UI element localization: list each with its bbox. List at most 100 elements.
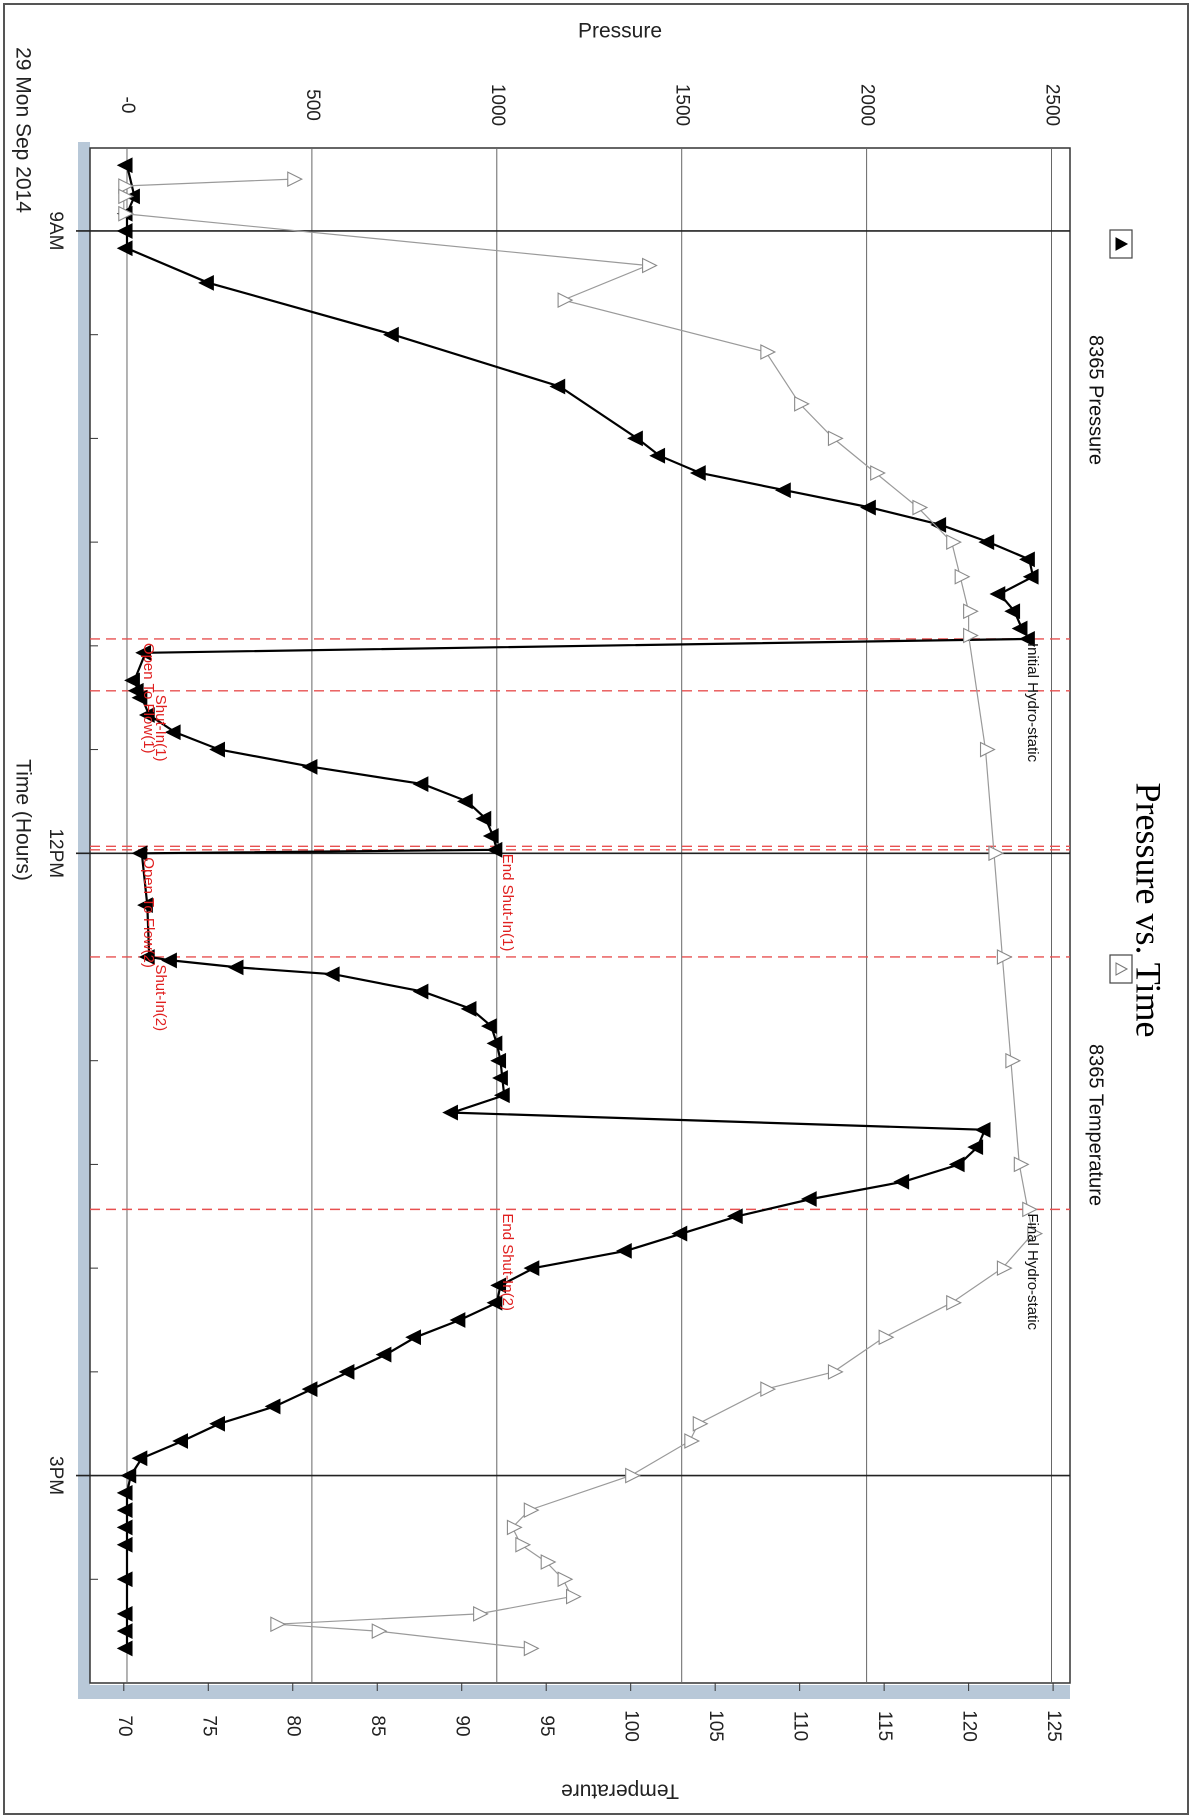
annotation-label: Open To Flow(2) — [140, 857, 157, 968]
pressure-point — [490, 1277, 507, 1294]
temperature-point — [287, 171, 303, 188]
pressure-point — [124, 672, 140, 689]
annotation-label: Shut-In(1) — [152, 695, 169, 762]
pressure-point — [412, 983, 429, 1000]
event-lines — [90, 638, 1070, 1211]
temperature-tick-label: 100 — [621, 1710, 642, 1742]
temperature-point — [557, 292, 574, 309]
pressure-point — [948, 1156, 965, 1173]
pressure-point — [627, 430, 643, 447]
pressure-point — [137, 897, 153, 914]
temperature-point — [566, 1588, 582, 1605]
temperature-tick-label: 125 — [1043, 1710, 1064, 1742]
temperature-point — [870, 465, 886, 481]
pressure-point — [893, 1173, 910, 1190]
temperature-point — [473, 1605, 489, 1622]
temperature-tick-label: 90 — [452, 1715, 473, 1736]
frame-strip-bottom — [78, 1685, 1070, 1699]
time-tick-label: 3PM — [45, 1456, 66, 1495]
pressure-point — [116, 223, 133, 239]
temperature-point — [954, 568, 971, 585]
temperature-point — [371, 1623, 388, 1640]
pressure-point — [967, 1139, 984, 1156]
pressure-point — [198, 274, 214, 291]
pressure-point — [726, 1208, 743, 1225]
pressure-point — [116, 1519, 133, 1536]
pressure-point — [989, 586, 1006, 602]
series-layer — [116, 157, 1044, 1657]
pressure-point — [456, 793, 473, 810]
pressure-point — [1019, 551, 1035, 568]
pressure-point — [301, 758, 318, 775]
pressure-point — [116, 1536, 133, 1553]
pressure-point — [172, 1433, 189, 1449]
pressure-point — [161, 952, 177, 969]
temperature-tick-label: 85 — [367, 1715, 388, 1736]
pressure-point — [481, 1018, 497, 1035]
plot-area — [78, 142, 1071, 1699]
pressure-tick-label: 2500 — [1041, 84, 1062, 126]
temperature-point — [540, 1554, 557, 1570]
pressure-point — [209, 741, 225, 758]
pressure-point — [486, 1294, 503, 1311]
pressure-point — [209, 1415, 225, 1432]
pressure-point — [135, 644, 152, 661]
temperature-point — [946, 534, 962, 551]
pressure-point — [116, 1502, 133, 1519]
pressure-tick-label: 500 — [302, 89, 323, 121]
temperature-tick-label: 80 — [283, 1715, 304, 1736]
pressure-point — [164, 724, 181, 741]
pressure-point — [492, 1070, 508, 1086]
pressure-tick-label: 1500 — [672, 84, 693, 126]
plot-border — [89, 147, 1071, 1684]
pressure-point — [1004, 603, 1021, 620]
temperature-point — [988, 845, 1005, 862]
pressure-point — [138, 707, 155, 723]
temperature-point — [642, 257, 658, 274]
temperature-tick-label: 95 — [536, 1715, 557, 1736]
pressure-point — [412, 776, 429, 793]
pressure-point — [978, 534, 995, 551]
pressure-axis-title: Pressure — [578, 20, 662, 43]
pressure-tick-label: 2000 — [857, 84, 878, 126]
temperature-point — [760, 344, 777, 360]
temperature-point — [523, 1640, 540, 1657]
annotation-label: End Shut-In(1) — [499, 854, 516, 952]
pressure-point — [301, 1381, 318, 1398]
frame-strip-left — [78, 142, 90, 1695]
temperature-point — [692, 1415, 709, 1432]
pressure-point — [131, 1450, 148, 1467]
temperature-point — [684, 1433, 701, 1449]
pressure-point — [383, 326, 399, 343]
temperature-point — [270, 1616, 287, 1633]
pressure-point — [460, 1000, 477, 1017]
temperature-point — [979, 741, 996, 758]
temperature-tick-label: 110 — [790, 1711, 811, 1741]
pressure-point — [689, 465, 706, 481]
grid-lines — [76, 148, 1070, 1691]
temperature-point — [760, 1381, 777, 1398]
temperature-point — [1022, 1201, 1038, 1218]
pressure-tick-label: -0 — [117, 97, 138, 114]
annotation-label: End Shut-In(2) — [499, 1213, 516, 1311]
pressure-point — [482, 828, 499, 844]
pressure-point — [116, 1484, 133, 1501]
pressure-tick-label: 1000 — [487, 84, 508, 126]
pressure-point — [116, 1640, 133, 1657]
pressure-point — [116, 1571, 133, 1588]
temperature-point — [827, 430, 844, 447]
pressure-point — [116, 157, 133, 174]
temperature-point — [118, 205, 135, 222]
legend-temperature-marker — [1115, 962, 1129, 976]
temperature-point — [625, 1467, 641, 1484]
time-tick-label: 9AM — [45, 211, 66, 250]
temperature-point — [963, 627, 979, 644]
temperature-tick-label: 105 — [705, 1710, 726, 1742]
pressure-point — [1019, 631, 1035, 647]
pressure-point — [116, 1623, 133, 1640]
pressure-point — [323, 966, 340, 983]
temperature-point — [523, 1502, 540, 1519]
pressure-point — [264, 1398, 281, 1415]
pressure-point — [486, 1035, 503, 1052]
pressure-point — [490, 1052, 507, 1069]
